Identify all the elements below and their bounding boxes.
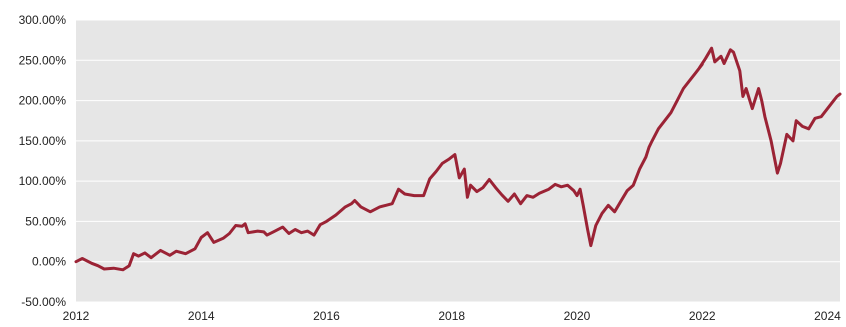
y-tick-label: 150.00%	[19, 134, 67, 148]
x-tick-label: 2018	[438, 309, 465, 323]
series-line	[74, 46, 842, 272]
y-tick-label: 100.00%	[19, 174, 67, 188]
x-tick-label: 2024	[814, 309, 841, 323]
series-layer	[74, 46, 842, 272]
y-tick-label: 200.00%	[19, 94, 67, 108]
grid-lines	[76, 19, 840, 303]
plot-background	[76, 20, 840, 302]
y-tick-label: -50.00%	[21, 295, 66, 309]
x-tick-label: 2022	[689, 309, 716, 323]
y-tick-label: 50.00%	[25, 214, 66, 228]
y-tick-label: 250.00%	[19, 53, 67, 67]
y-tick-label: 300.00%	[19, 13, 67, 27]
x-tick-label: 2016	[313, 309, 340, 323]
y-tick-label: 0.00%	[32, 255, 66, 269]
x-tick-label: 2020	[564, 309, 591, 323]
x-axis-tick-labels: 2012 2014 2016 2018 2020 2022 2024	[63, 309, 841, 323]
x-tick-label: 2012	[63, 309, 90, 323]
y-axis-tick-labels: 300.00% 250.00% 200.00% 150.00% 100.00% 50.00…	[19, 13, 67, 309]
x-tick-label: 2014	[188, 309, 215, 323]
